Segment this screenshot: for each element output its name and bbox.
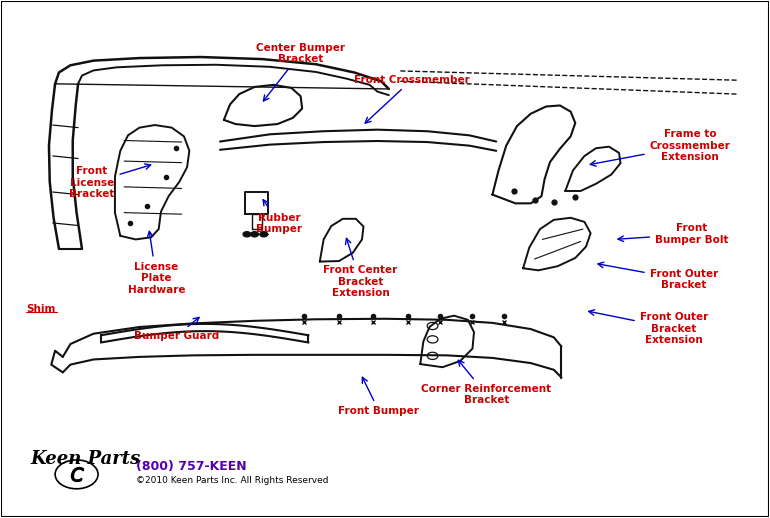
Text: Front Bumper: Front Bumper <box>339 377 420 416</box>
Text: Front Outer
Bracket: Front Outer Bracket <box>598 262 718 291</box>
Text: Keen Parts: Keen Parts <box>31 450 141 468</box>
Text: Front Outer
Bracket
Extension: Front Outer Bracket Extension <box>589 310 708 345</box>
Text: Front Center
Bracket
Extension: Front Center Bracket Extension <box>323 238 397 298</box>
Circle shape <box>260 232 268 237</box>
Text: License
Plate
Hardware: License Plate Hardware <box>128 232 185 295</box>
Text: Center Bumper
Bracket: Center Bumper Bracket <box>256 42 345 101</box>
Text: (800) 757-KEEN: (800) 757-KEEN <box>136 459 246 472</box>
Circle shape <box>251 232 259 237</box>
Text: Shim: Shim <box>26 305 55 314</box>
Text: Front
License
Bracket: Front License Bracket <box>69 164 151 199</box>
Text: Front
Bumper Bolt: Front Bumper Bolt <box>618 223 728 245</box>
Text: Front Crossmember: Front Crossmember <box>354 75 470 123</box>
Text: Bumper Guard: Bumper Guard <box>134 318 219 341</box>
Text: Rubber
Bumper: Rubber Bumper <box>256 200 302 234</box>
Circle shape <box>243 232 251 237</box>
Text: Frame to
Crossmember
Extension: Frame to Crossmember Extension <box>591 129 731 166</box>
Text: Corner Reinforcement
Bracket: Corner Reinforcement Bracket <box>421 360 551 405</box>
Text: ©2010 Keen Parts Inc. All Rights Reserved: ©2010 Keen Parts Inc. All Rights Reserve… <box>136 476 328 485</box>
